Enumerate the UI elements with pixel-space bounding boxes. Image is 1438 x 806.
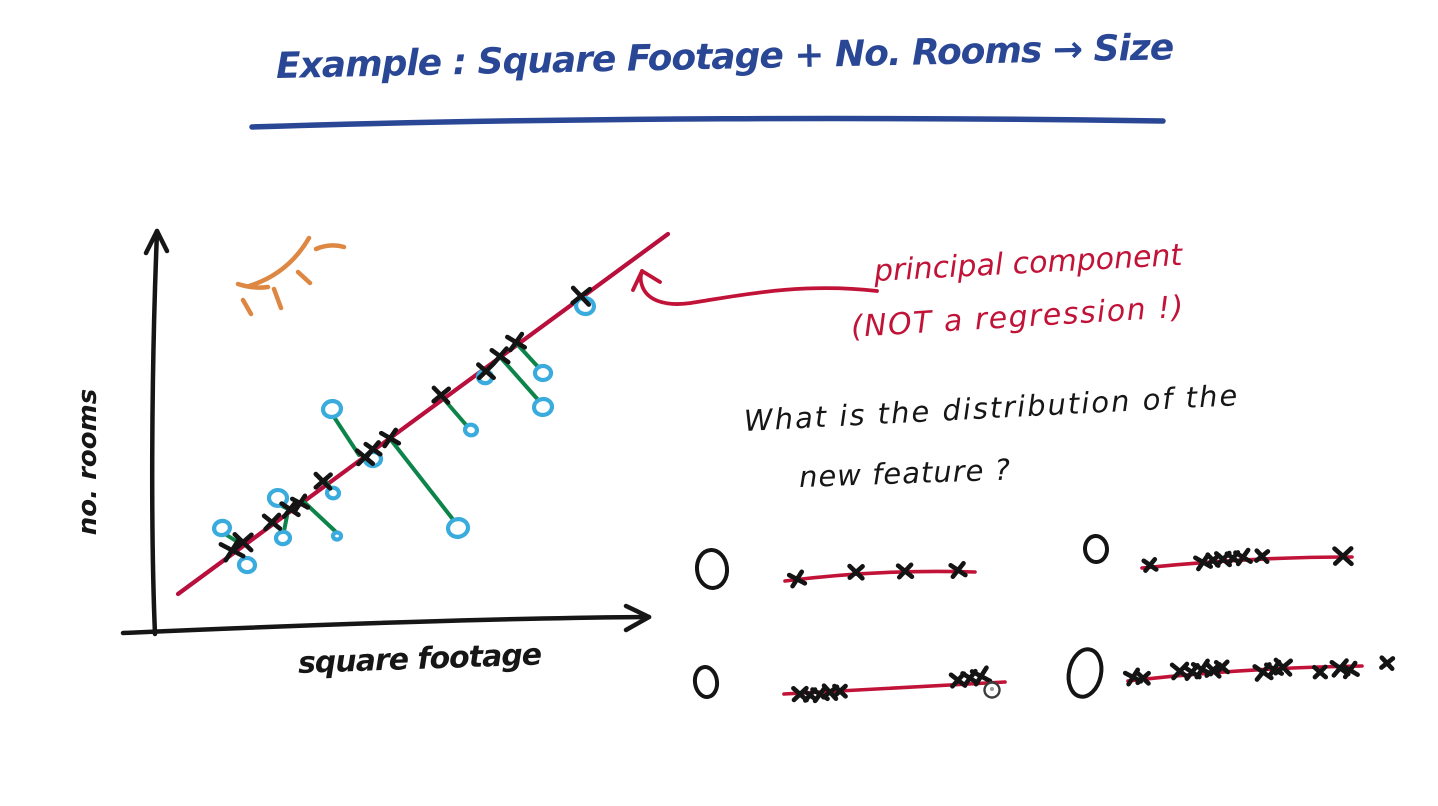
sun-icon — [240, 297, 254, 317]
projection-segment — [282, 514, 289, 533]
option-x-mark — [895, 562, 915, 580]
projection-segment — [515, 342, 541, 370]
x-axis — [120, 614, 651, 636]
projection-segment — [332, 415, 361, 457]
projected-point-x — [261, 512, 283, 532]
projected-point-x — [218, 537, 246, 563]
sun-icon — [246, 235, 312, 289]
option-x-mark — [786, 569, 808, 589]
title-underline — [249, 115, 1166, 130]
option-x-mark — [1135, 670, 1151, 686]
y-axis-label: no. rooms — [73, 388, 103, 536]
data-point-circle — [211, 518, 233, 538]
projected-point-x — [505, 331, 528, 353]
option-x-mark — [948, 561, 968, 579]
option-x-mark — [1340, 660, 1360, 680]
projected-point-x — [476, 361, 496, 381]
option-x-mark — [1213, 659, 1231, 675]
y-axis — [149, 229, 160, 637]
option-x-mark — [1332, 546, 1354, 567]
projected-point-x — [289, 493, 311, 513]
option-x-mark — [948, 671, 968, 689]
option-number-line — [783, 569, 977, 583]
option-x-mark — [832, 683, 848, 699]
sun-icon — [271, 286, 284, 311]
sun-icon — [295, 269, 313, 286]
data-point-circle — [330, 530, 344, 542]
mouse-cursor-dot — [990, 687, 994, 691]
projected-point-x — [489, 346, 511, 366]
option-number-line — [1126, 664, 1364, 683]
sun-icon — [313, 243, 347, 252]
option-x-mark — [847, 563, 865, 581]
annotation-arrowhead — [631, 269, 644, 292]
principal-component-line — [175, 231, 671, 597]
data-point-circle — [462, 422, 480, 438]
sun-icon — [235, 281, 271, 290]
data-point-circle — [320, 398, 344, 420]
option-x-mark — [1273, 657, 1294, 677]
data-point-circle — [236, 555, 258, 575]
data-point-circle — [273, 529, 293, 547]
projection-segment — [389, 438, 457, 524]
projected-point-x — [431, 385, 452, 405]
option-o-marker — [692, 665, 720, 699]
option-x-mark — [969, 665, 993, 687]
projected-point-x — [279, 499, 301, 519]
option-x-mark — [1141, 557, 1159, 573]
option-x-mark — [1329, 658, 1351, 678]
option-o-marker — [1082, 534, 1110, 564]
projected-point-x — [313, 471, 333, 491]
projected-point-x — [363, 440, 383, 458]
projected-point-x — [378, 427, 402, 449]
data-point-circle — [531, 396, 555, 418]
option-o-marker — [694, 548, 730, 590]
data-point-circle — [445, 517, 471, 539]
annotation-arrow — [638, 270, 879, 306]
option-x-mark — [1311, 664, 1329, 680]
annotation-arrowhead — [640, 269, 662, 284]
option-x-mark — [1233, 547, 1253, 567]
x-axis-arrowhead — [623, 614, 652, 633]
projection-segment — [499, 356, 542, 404]
option-x-mark — [1254, 548, 1271, 564]
option-x-mark — [1379, 655, 1396, 671]
option-o-marker — [1066, 647, 1104, 699]
projected-point-x — [232, 532, 254, 553]
y-axis-arrowhead — [154, 228, 170, 254]
projected-point-x — [570, 285, 593, 307]
data-point-circle — [532, 363, 554, 383]
y-axis-arrowhead — [143, 228, 160, 256]
x-axis-arrowhead — [623, 603, 652, 620]
